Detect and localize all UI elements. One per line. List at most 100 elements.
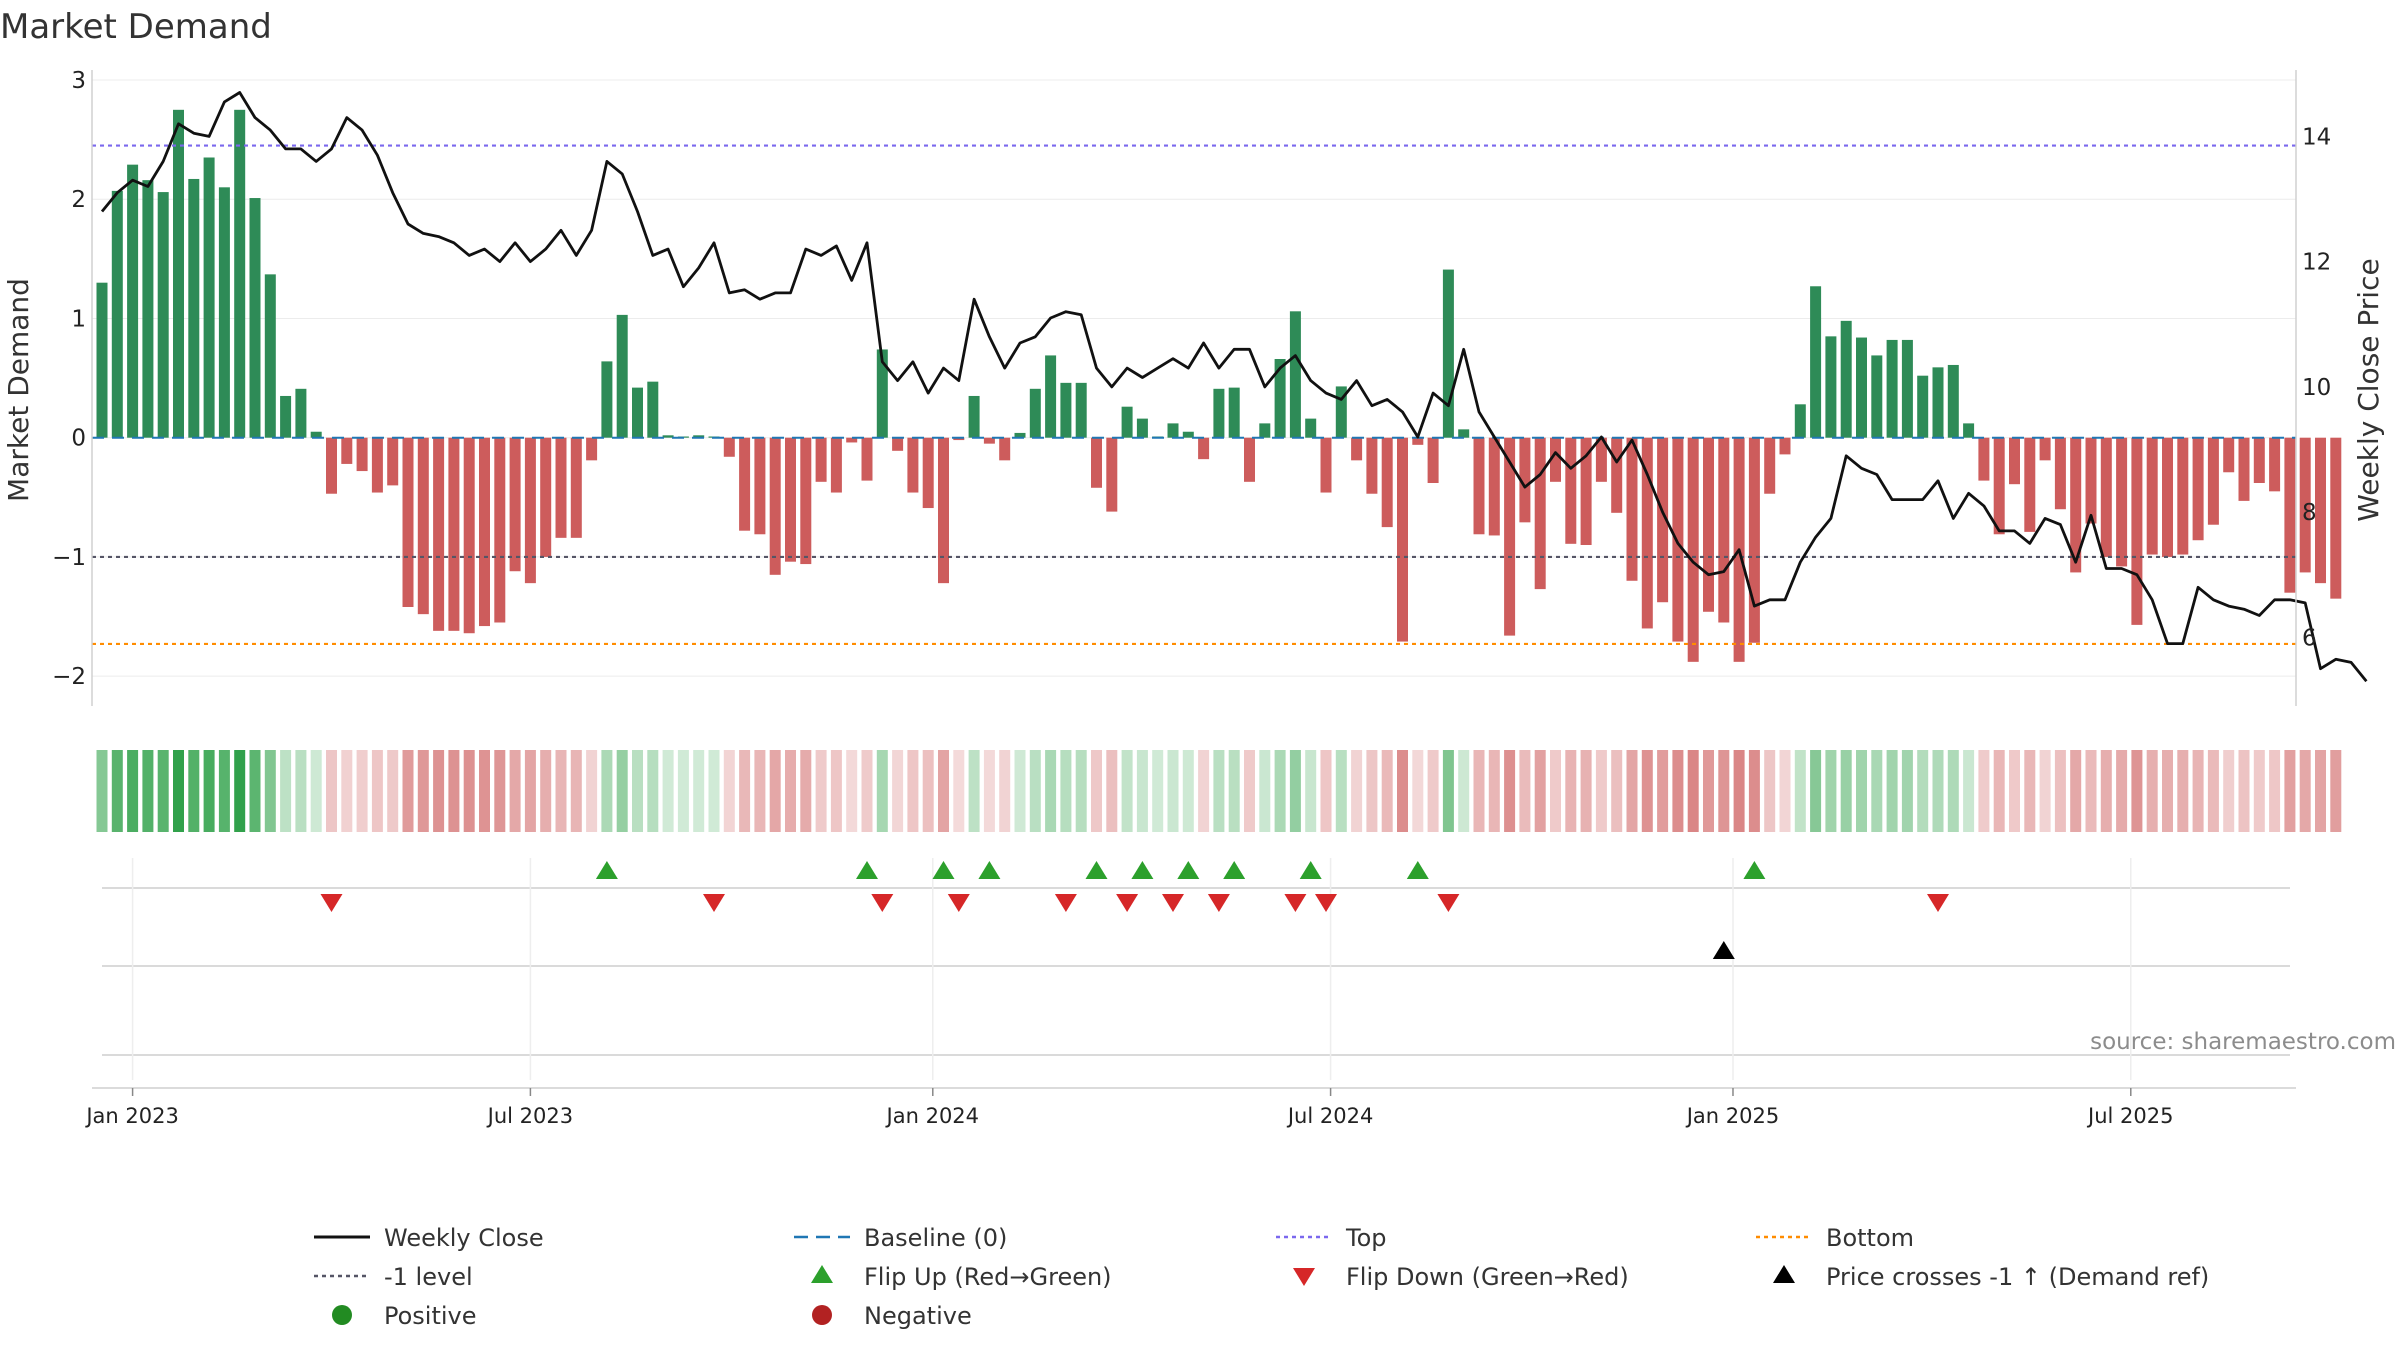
positive-demand-bar <box>1442 269 1454 438</box>
positive-demand-bar <box>1289 311 1301 438</box>
legend-item: Price crosses -1 ↑ (Demand ref) <box>1773 1263 2209 1291</box>
negative-demand-bar <box>769 437 781 575</box>
positive-demand-bar <box>616 314 628 438</box>
negative-strip-cell <box>2223 750 2235 832</box>
x-tick-label: Jul 2025 <box>2086 1104 2173 1128</box>
positive-demand-bar <box>1901 339 1913 438</box>
negative-strip-cell <box>1672 750 1684 832</box>
legend-swatch-dot <box>332 1305 352 1325</box>
chart-title: Market Demand <box>0 7 272 47</box>
source-label: source: sharemaestro.com <box>2090 1029 2396 1055</box>
positive-strip-cell <box>218 750 230 832</box>
negative-demand-bar <box>2330 437 2342 599</box>
negative-strip-cell <box>1091 750 1102 832</box>
positive-strip-cell <box>1335 750 1347 832</box>
right-tick-label: 6 <box>2302 625 2317 651</box>
positive-strip-cell <box>1289 750 1301 832</box>
negative-strip-cell <box>2238 750 2250 832</box>
positive-strip-cell <box>295 750 307 832</box>
negative-strip-cell <box>1779 750 1791 832</box>
positive-strip-cell <box>249 750 261 832</box>
legend-item: Flip Up (Red→Green) <box>811 1263 1112 1291</box>
legend-item: Weekly Close <box>314 1224 544 1252</box>
demand-bars <box>96 109 2342 662</box>
positive-demand-bar <box>1856 337 1867 438</box>
flip-up-marker <box>1743 861 1766 879</box>
negative-demand-bar <box>2116 437 2128 567</box>
negative-strip-cell <box>1534 750 1546 832</box>
positive-strip-cell <box>1871 750 1883 832</box>
negative-demand-bar <box>479 437 490 627</box>
negative-strip-cell <box>1611 750 1623 832</box>
positive-demand-bar <box>111 190 123 438</box>
negative-demand-bar <box>1687 437 1699 662</box>
positive-strip-cell <box>1121 750 1133 832</box>
positive-strip-cell <box>1794 750 1806 832</box>
positive-strip-cell <box>968 750 980 832</box>
negative-demand-bar <box>2131 437 2143 625</box>
positive-strip-cell <box>142 750 154 832</box>
positive-demand-bar <box>601 361 613 438</box>
negative-demand-bar <box>2223 437 2235 473</box>
negative-demand-bar <box>723 437 735 457</box>
positive-strip-cell <box>677 750 689 832</box>
negative-demand-bar <box>2039 437 2051 461</box>
reference-lines <box>92 144 2296 646</box>
negative-demand-bar <box>1565 437 1577 544</box>
positive-demand-bar <box>647 381 659 438</box>
negative-strip-cell <box>800 750 812 832</box>
negative-demand-bar <box>326 437 337 494</box>
negative-demand-bar <box>1427 437 1439 483</box>
negative-demand-bar <box>1626 437 1638 581</box>
positive-strip-cell <box>616 750 628 832</box>
negative-strip-cell <box>2315 750 2326 832</box>
positive-strip-cell <box>1075 750 1087 832</box>
negative-demand-bar <box>1366 437 1378 494</box>
negative-demand-bar <box>1106 437 1118 512</box>
positive-demand-bar <box>1886 339 1898 438</box>
negative-demand-bar <box>2024 437 2036 532</box>
negative-strip-cell <box>2009 750 2020 832</box>
negative-demand-bar <box>1764 437 1776 494</box>
legend-label: Weekly Close <box>384 1224 544 1252</box>
negative-demand-bar <box>830 437 842 493</box>
negative-demand-bar <box>1595 437 1607 482</box>
flip-up-marker <box>978 861 1001 879</box>
negative-strip-cell <box>387 750 399 832</box>
positive-demand-bar <box>157 192 169 438</box>
flip-down-marker <box>1284 894 1307 912</box>
negative-demand-bar <box>1611 437 1623 513</box>
flip-down-marker <box>703 894 725 912</box>
positive-demand-bar <box>693 435 705 438</box>
legend-label: Flip Up (Red→Green) <box>864 1263 1112 1291</box>
negative-demand-bar <box>739 437 751 531</box>
positive-demand-bar <box>1963 423 1975 438</box>
legend-label: Positive <box>384 1302 477 1330</box>
negative-strip-cell <box>2299 750 2311 832</box>
negative-demand-bar <box>2070 437 2082 573</box>
negative-demand-bar <box>2146 437 2158 555</box>
positive-demand-bar <box>1121 406 1133 438</box>
negative-strip-cell <box>433 750 445 832</box>
positive-demand-bar <box>968 395 980 438</box>
positive-demand-bar <box>632 387 643 438</box>
negative-strip-cell <box>953 750 965 832</box>
negative-strip-cell <box>999 750 1011 832</box>
positive-strip-cell <box>1259 750 1271 832</box>
negative-strip-cell <box>494 750 506 832</box>
positive-strip-cell <box>1152 750 1164 832</box>
positive-strip-cell <box>203 750 215 832</box>
negative-strip-cell <box>1244 750 1255 832</box>
left-tick-label: −1 <box>52 545 86 571</box>
positive-strip-cell <box>1825 750 1837 832</box>
negative-demand-bar <box>1473 437 1485 535</box>
positive-demand-bar <box>1136 418 1148 438</box>
positive-strip-cell <box>662 750 674 832</box>
positive-strip-cell <box>876 750 888 832</box>
legend-label: Bottom <box>1826 1224 1914 1252</box>
negative-strip-cell <box>846 750 858 832</box>
negative-strip-cell <box>2146 750 2158 832</box>
positive-strip-cell <box>601 750 613 832</box>
negative-strip-cell <box>524 750 536 832</box>
